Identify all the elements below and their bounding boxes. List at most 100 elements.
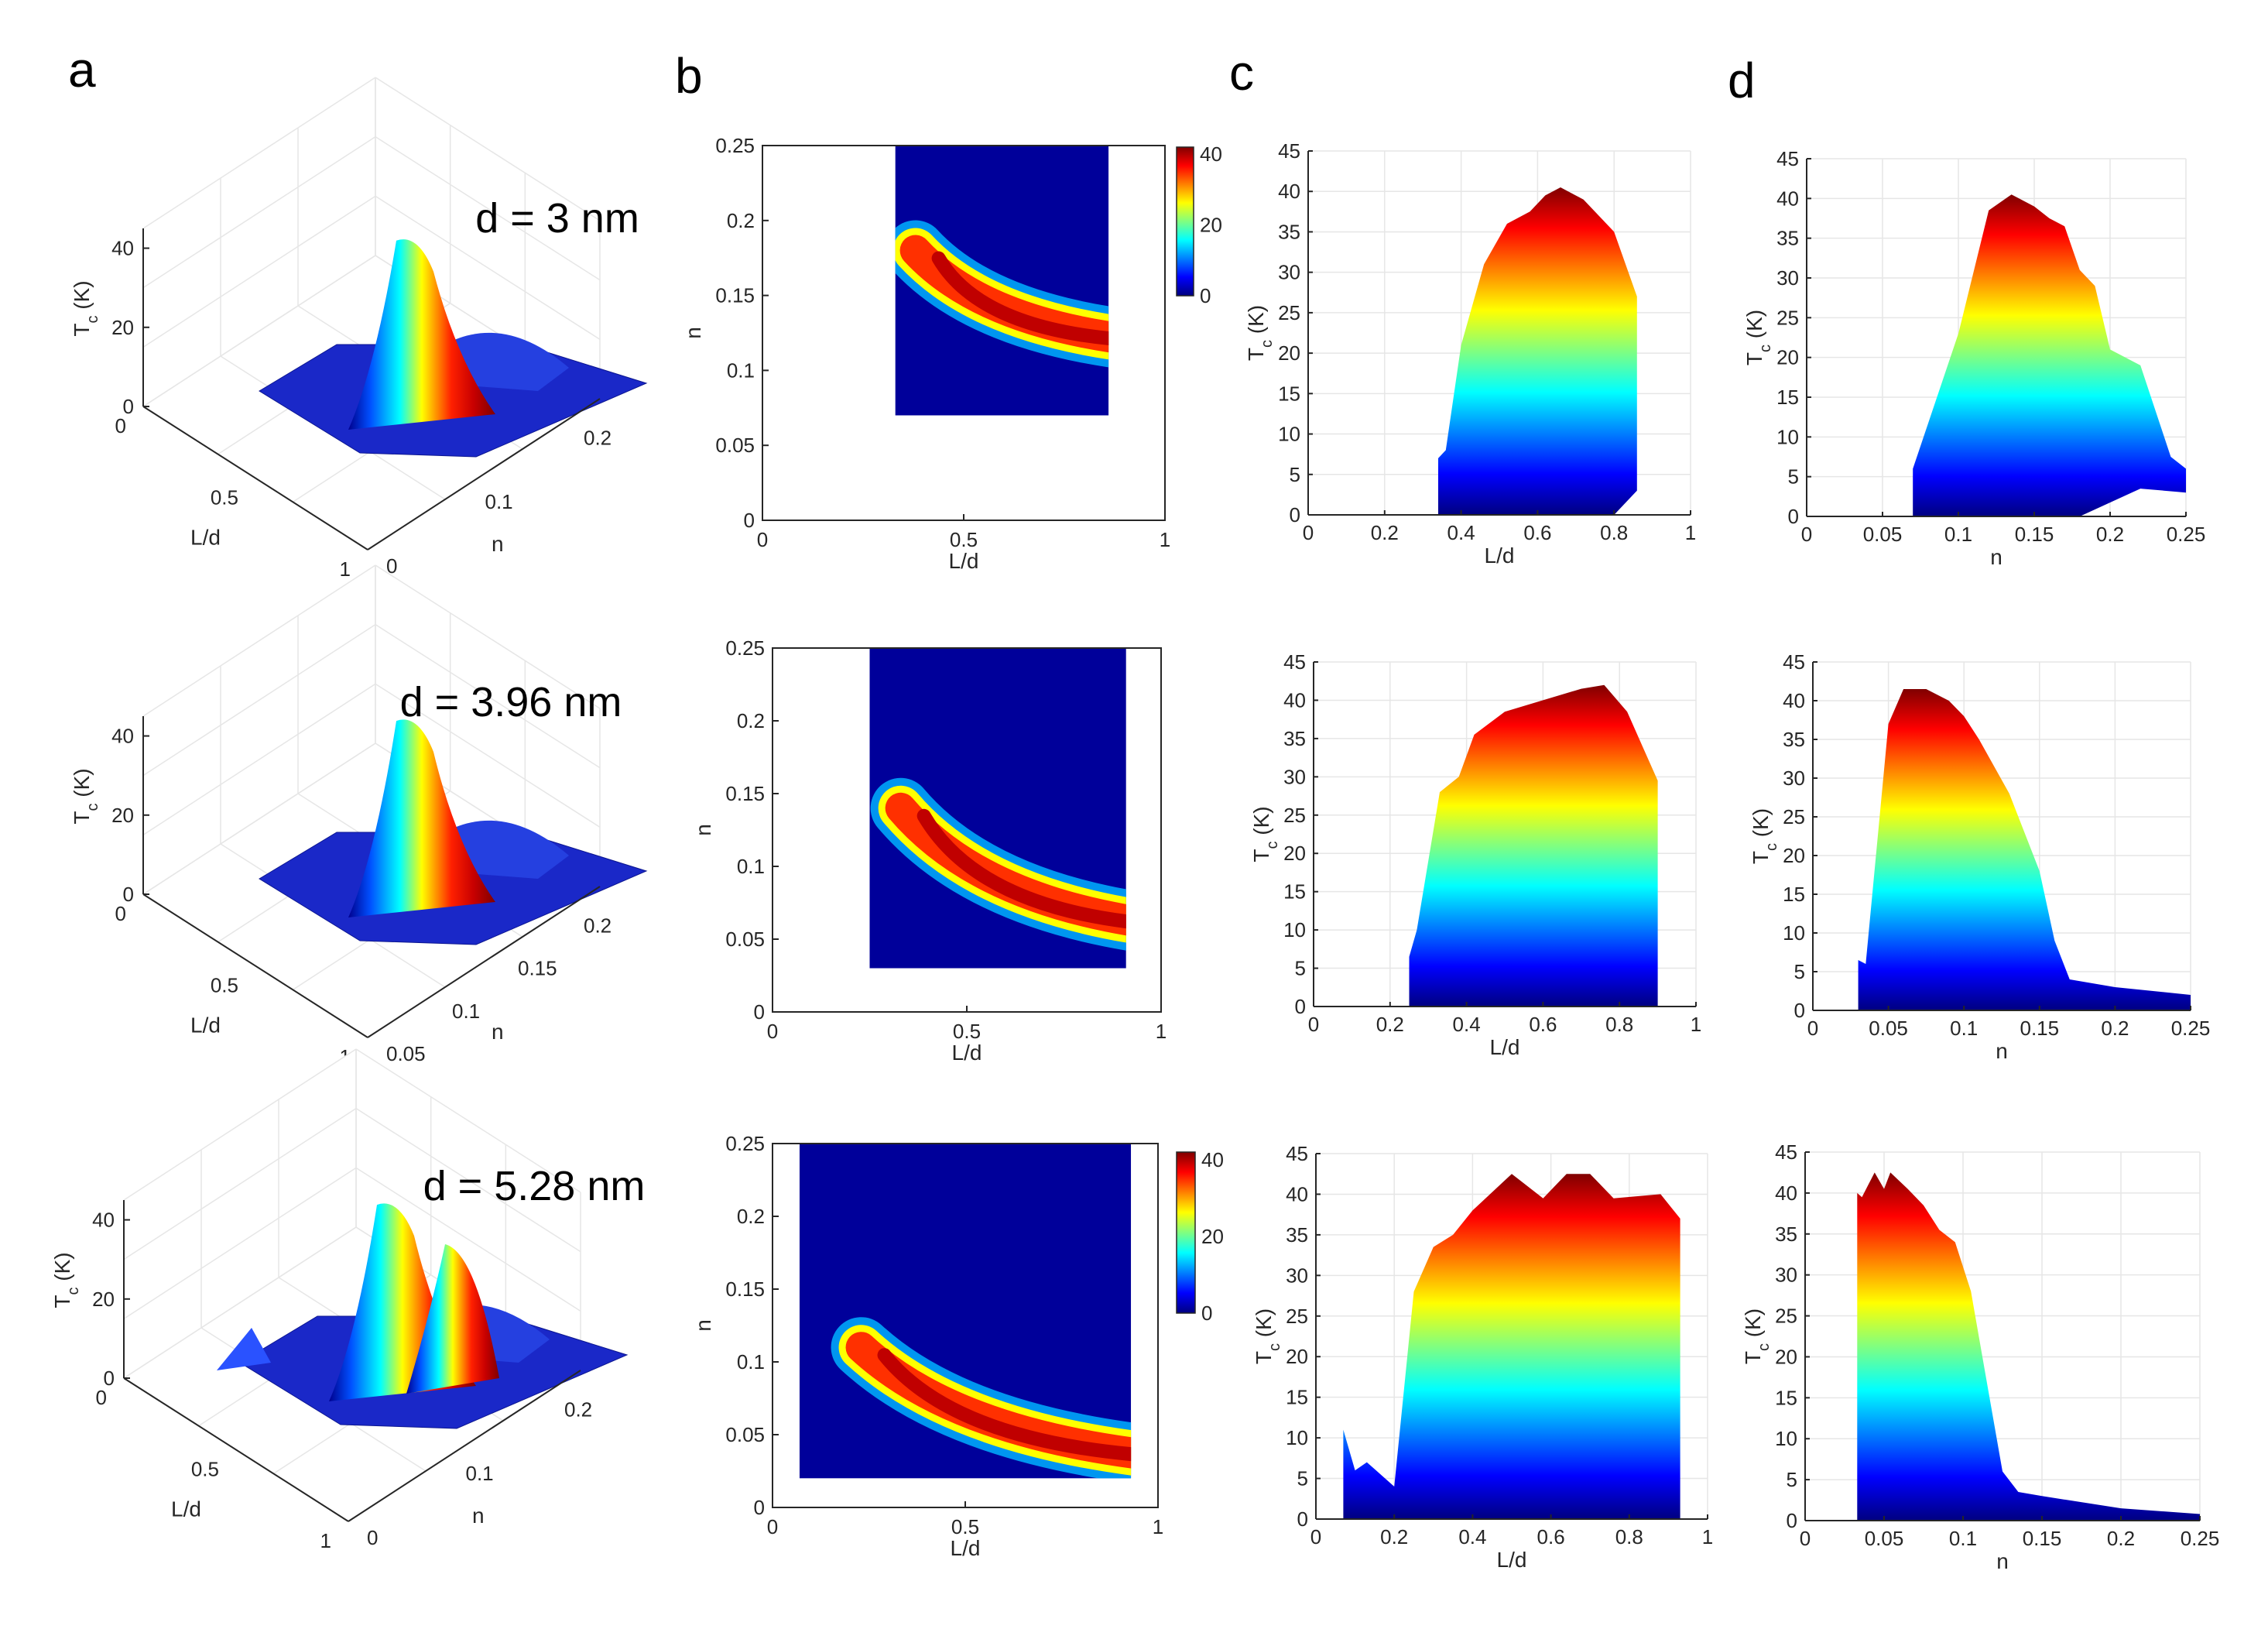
y-tick-label: 40: [1283, 688, 1306, 712]
y-tick-label: 25: [1775, 1305, 1797, 1328]
x-tick-label: 0.2: [1371, 521, 1399, 544]
x-tick-label: 0.5: [211, 974, 238, 997]
x-axis-label: n: [1996, 1039, 2008, 1063]
svg-text:b: b: [675, 48, 703, 104]
y-tick-label: 0.2: [564, 1398, 592, 1421]
z-tick-label: 20: [92, 1288, 115, 1311]
x-tick-label: 1: [1685, 521, 1696, 544]
colorbar: [1176, 1151, 1196, 1314]
chart-a2-ylabel: Tc (K): [50, 1252, 82, 1308]
x-axis-label: L/d: [1497, 1548, 1527, 1572]
y-axis: [367, 886, 601, 1038]
x-tick-label: 1: [1691, 1013, 1701, 1036]
y-tick-label: 20: [1278, 341, 1300, 365]
y-tick-label: 0: [1295, 995, 1306, 1018]
x-tick-label: 0.8: [1600, 521, 1628, 544]
floor-grid: [142, 742, 376, 895]
y-tick-label: 0: [744, 509, 755, 532]
wall-grid: [142, 564, 376, 717]
x-tick-label: 0.1: [1944, 523, 1972, 546]
y-tick-label: 25: [1286, 1305, 1308, 1328]
ylabel-part: (K): [1249, 806, 1273, 841]
y-tick-label: 0.1: [485, 490, 513, 513]
x-tick-label: 0: [767, 1515, 778, 1538]
y-tick-label: 35: [1286, 1223, 1308, 1247]
x-tick-label: 0.8: [1605, 1013, 1633, 1036]
chart-c1-ylabel: Tc (K): [1249, 806, 1281, 862]
ridge-peak: [916, 808, 1126, 929]
y-axis-label: n: [492, 1020, 504, 1044]
y-tick-label: 35: [1278, 220, 1300, 243]
x-axis-label: L/d: [1485, 544, 1515, 568]
ylabel-part: c: [65, 1288, 82, 1295]
x-tick-label: 0.5: [953, 1020, 981, 1043]
floor-grid: [123, 1226, 357, 1379]
x-tick-label: 0: [1310, 1525, 1321, 1548]
y-tick-label: 15: [1283, 880, 1306, 904]
y-tick-label: 20: [1286, 1345, 1308, 1368]
y-tick-label: 0.2: [737, 1205, 765, 1228]
y-tick-label: 0: [754, 1000, 765, 1024]
ylabel-part: (K): [1244, 305, 1268, 340]
y-tick-label: 45: [1776, 147, 1799, 170]
chart-d1: 0 0.05 0.1 0.15 0.2 0.25 0 5 10 15 20 25 30 35 40 45 n Tc…: [1749, 650, 2210, 1063]
ylabel-part: (K): [70, 280, 94, 315]
x-tick-label: 0.5: [191, 1458, 219, 1481]
x-tick-label: 0.05: [1863, 523, 1903, 546]
ylabel-part: T: [1249, 849, 1273, 863]
svg-text:d: d: [1728, 53, 1756, 108]
x-tick-label: 0.6: [1537, 1525, 1565, 1548]
ylabel-part: T: [50, 1295, 74, 1308]
y-tick-label: 0: [1794, 999, 1805, 1022]
x-tick-label: 0: [757, 528, 768, 551]
wall-grid: [375, 136, 601, 281]
x-tick-label: 0: [1807, 1017, 1818, 1040]
y-tick-label: 0.2: [727, 209, 755, 232]
tc-area: [1343, 1174, 1680, 1519]
y-tick-label: 45: [1286, 1142, 1308, 1165]
y-axis-label: n: [681, 327, 705, 339]
y-tick-label: 0.1: [452, 1000, 480, 1023]
chart-d0: 0 0.05 0.1 0.15 0.2 0.25 0 5 10 15 20 25 30 35 40 45 n Tc…: [1742, 147, 2205, 569]
ylabel-part: (K): [70, 768, 94, 803]
z-tick-label: 20: [111, 316, 134, 339]
y-tick-label: 25: [1776, 306, 1799, 329]
x-tick-label: 0.15: [2023, 1527, 2062, 1550]
ylabel-part: T: [70, 324, 94, 337]
ylabel-part: T: [1741, 1351, 1765, 1364]
chart-a1-ylabel: Tc (K): [70, 768, 101, 824]
wall-grid: [375, 564, 601, 709]
colorbar-tick-label: 20: [1201, 1225, 1224, 1248]
x-axis: [142, 893, 368, 1038]
y-tick-label: 45: [1783, 650, 1805, 674]
y-tick-label: 30: [1278, 261, 1300, 284]
panel-label-b: b: [675, 48, 703, 104]
chart-c2-ylabel: Tc (K): [1252, 1308, 1283, 1364]
z-tick-label: 0: [123, 395, 134, 418]
y-tick-label: 10: [1286, 1426, 1308, 1449]
x-tick-label: 0: [1801, 523, 1812, 546]
ylabel-part: c: [1757, 345, 1774, 352]
x-tick-label: 1: [1153, 1515, 1163, 1538]
x-tick-label: 0.2: [2096, 523, 2124, 546]
y-tick-label: 25: [1283, 804, 1306, 827]
x-tick-label: 0.05: [1869, 1017, 1908, 1040]
y-tick-label: 0.15: [518, 957, 557, 980]
ylabel-part: (K): [1252, 1308, 1276, 1343]
y-tick-label: 35: [1283, 727, 1306, 750]
wall-grid: [355, 1048, 581, 1193]
x-tick-label: 0: [115, 902, 126, 925]
y-tick-label: 0: [1290, 503, 1300, 526]
x-tick-label: 0: [1303, 521, 1314, 544]
surface-spike: [217, 1328, 271, 1370]
y-tick-label: 40: [1776, 187, 1799, 210]
x-axis-label: n: [1996, 1549, 2009, 1573]
y-tick-label: 30: [1286, 1264, 1308, 1287]
heatmap-field: [895, 146, 1109, 416]
wall-grid: [142, 195, 376, 348]
ylabel-part: T: [1252, 1351, 1276, 1364]
y-tick-label: 40: [1278, 180, 1300, 203]
y-tick-label: 0.05: [715, 434, 755, 457]
y-tick-label: 40: [1783, 689, 1805, 712]
